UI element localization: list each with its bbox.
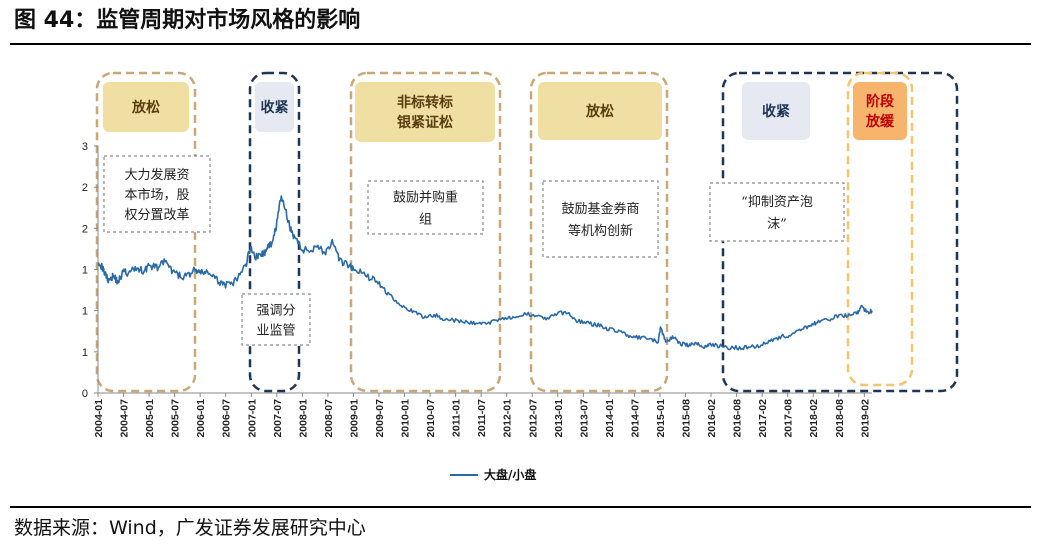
period-region-tight	[248, 71, 301, 393]
line-layer	[97, 195, 873, 351]
y-tick-label: 2	[82, 182, 88, 194]
period-region-loose	[95, 71, 197, 393]
x-tick-label: 2012-01	[502, 399, 514, 438]
y-tick-label: 0	[82, 388, 88, 400]
x-tick-label: 2009-07	[374, 399, 386, 438]
annotation-box	[241, 293, 311, 346]
annotation-box	[709, 182, 845, 242]
x-tick-label: 2016-08	[732, 399, 744, 438]
annotation-box	[103, 155, 211, 233]
period-region-easing	[846, 71, 914, 387]
top-rule	[10, 43, 1031, 45]
bottom-rule	[10, 506, 1031, 508]
y-tick-label: 3	[82, 141, 88, 153]
period-label: 放松	[585, 103, 614, 120]
period-label: 收紧	[762, 103, 790, 120]
annotation-text: 鼓励并购重组	[393, 190, 458, 228]
y-tick-label: 1	[82, 306, 88, 318]
x-tick-label: 2005-01	[144, 399, 156, 438]
y-tick-label: 1	[82, 265, 88, 277]
period-layer: 放松 收紧 非标转标银紧证松 放松 收紧 阶段放缓	[95, 71, 959, 393]
annotation-text: 大力发展资本市场，股权分置改革	[124, 167, 189, 223]
x-tick-label: 2018-08	[834, 399, 846, 438]
period-region-loose	[349, 71, 502, 393]
x-tick-label: 2007-07	[272, 399, 284, 438]
x-tick-label: 2015-01	[655, 399, 667, 438]
x-tick-label: 2009-01	[348, 399, 360, 438]
x-tick-label: 2010-07	[425, 399, 437, 438]
period-label-bg	[742, 82, 810, 140]
period-label-bg	[255, 82, 294, 132]
legend-label: 大盘/小盘	[484, 467, 536, 482]
x-tick-label: 2015-08	[681, 399, 693, 438]
x-tick-label: 2013-01	[553, 399, 565, 438]
x-tick-label: 2006-01	[195, 399, 207, 438]
regulation-cycle-chart: 放松 收紧 非标转标银紧证松 放松 收紧 阶段放缓 0 1 1 1 2 2 3 2004-01 2004-…	[82, 71, 959, 482]
x-tick-label: 2018-02	[808, 399, 820, 438]
x-tick-label: 2007-01	[246, 399, 258, 438]
period-label: 非标转标银紧证松	[397, 94, 453, 131]
legend: 大盘/小盘	[450, 467, 536, 482]
x-tick-label: 2014-01	[604, 399, 616, 438]
x-tick-label: 2017-02	[757, 399, 769, 438]
x-tick-label: 2006-07	[221, 399, 233, 438]
series-line	[97, 195, 873, 351]
x-tick-label: 2016-02	[706, 399, 718, 438]
figure-title: 图 44：监管周期对市场风格的影响	[14, 8, 361, 33]
annotation-text: “抑制资产泡沫”	[741, 195, 813, 232]
x-tick-label: 2013-07	[578, 399, 590, 438]
x-tick-label: 2011-07	[476, 399, 488, 437]
y-tick-label: 2	[82, 223, 88, 235]
annotation-text: 鼓励基金券商等机构创新	[561, 201, 639, 239]
period-region-loose	[529, 71, 669, 393]
x-tick-label: 2008-01	[297, 399, 309, 438]
period-label: 阶段放缓	[865, 93, 895, 130]
period-label: 收紧	[261, 99, 289, 116]
x-tick-label: 2012-07	[527, 399, 539, 438]
annotation-text: 强调分业监管	[256, 304, 295, 339]
period-label-bg	[538, 82, 662, 140]
x-tick-label: 2004-01	[93, 399, 105, 438]
source-note: 数据来源：Wind，广发证券发展研究中心	[14, 517, 366, 539]
y-tick-label: 1	[82, 347, 88, 359]
annotation-box	[367, 180, 484, 235]
x-tick-label: 2019-02	[859, 399, 871, 438]
x-tick-label: 2011-01	[451, 399, 463, 437]
axis-layer: 0 1 1 1 2 2 3 2004-01 2004-07 2005-01 2005-07 2006-…	[82, 141, 872, 438]
x-tick-label: 2008-07	[323, 399, 335, 438]
x-tick-label: 2005-07	[170, 399, 182, 438]
x-tick-label: 2017-08	[783, 399, 795, 438]
period-label: 放松	[131, 99, 160, 116]
period-region-tight	[721, 71, 959, 393]
period-label-bg	[355, 82, 495, 142]
x-tick-label: 2004-07	[119, 399, 131, 438]
x-tick-label: 2014-07	[629, 399, 641, 438]
annotation-box	[542, 180, 659, 258]
x-tick-label: 2010-01	[400, 399, 412, 438]
period-label-bg	[103, 82, 189, 132]
period-label-bg	[853, 82, 907, 140]
